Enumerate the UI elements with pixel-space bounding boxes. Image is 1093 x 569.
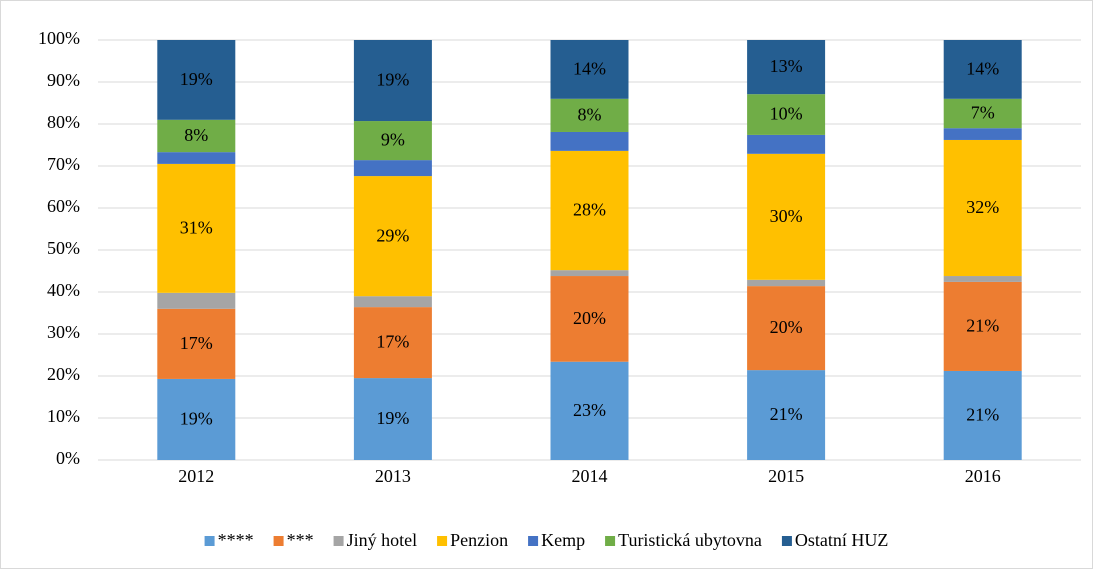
bar-segment — [550, 361, 629, 460]
data-label: 14% — [573, 59, 606, 79]
bar-segment — [943, 370, 1022, 460]
y-tick-label: 100% — [38, 28, 80, 48]
bar-segment — [550, 131, 629, 151]
bar-segment — [353, 378, 432, 460]
bar-segment — [943, 40, 1022, 99]
x-tick-label: 2016 — [965, 466, 1001, 486]
bar-segment — [353, 296, 432, 308]
data-label: 21% — [966, 316, 999, 336]
bar-segment — [943, 276, 1022, 282]
y-tick-label: 60% — [47, 196, 80, 216]
data-label: 17% — [180, 333, 213, 353]
data-label: 17% — [376, 332, 409, 352]
y-tick-label: 10% — [47, 406, 80, 426]
bar-segment — [157, 152, 236, 164]
bar-segment — [550, 276, 629, 362]
legend-swatch — [437, 536, 448, 546]
y-tick-label: 80% — [47, 112, 80, 132]
legend-swatch — [605, 536, 616, 546]
data-label: 20% — [573, 308, 606, 328]
bar-segment — [157, 292, 236, 309]
bar-segment — [157, 308, 236, 379]
bar-segment — [747, 286, 826, 371]
bar-segment — [353, 307, 432, 379]
bar-segment — [353, 160, 432, 177]
legend-label: *** — [287, 530, 314, 550]
data-label: 19% — [376, 408, 409, 428]
data-label: 8% — [578, 105, 602, 125]
data-label: 28% — [573, 200, 606, 220]
data-label: 21% — [770, 404, 803, 424]
bar-segment — [943, 98, 1022, 129]
y-tick-label: 70% — [47, 154, 80, 174]
x-tick-label: 2012 — [178, 466, 214, 486]
bar-segment — [747, 279, 826, 287]
legend-label: **** — [218, 530, 254, 550]
legend-swatch — [781, 536, 792, 546]
data-label: 31% — [180, 217, 213, 237]
data-label: 30% — [770, 206, 803, 226]
bar-segment — [550, 150, 629, 271]
y-tick-label: 30% — [47, 322, 80, 342]
bar-segment — [157, 119, 236, 153]
data-label: 10% — [770, 104, 803, 124]
data-label: 19% — [180, 69, 213, 89]
bar-segment — [747, 370, 826, 460]
legend-label: Ostatní HUZ — [795, 530, 889, 550]
data-label: 32% — [966, 197, 999, 217]
data-label: 7% — [971, 103, 995, 123]
bar-segment — [550, 40, 629, 99]
data-label: 9% — [381, 130, 405, 150]
bar-segment — [157, 163, 236, 293]
legend-swatch — [273, 536, 284, 546]
bar-segment — [550, 98, 629, 132]
legend-swatch — [528, 536, 539, 546]
bar-segment — [353, 121, 432, 161]
data-label: 19% — [376, 70, 409, 90]
legend-label: Kemp — [541, 530, 585, 550]
legend-label: Turistická ubytovna — [618, 530, 762, 550]
legend-label: Penzion — [450, 530, 508, 550]
bar-segment — [747, 94, 826, 135]
bar-segment — [747, 153, 826, 280]
data-label: 20% — [770, 317, 803, 337]
legend-swatch — [204, 536, 215, 546]
data-label: 23% — [573, 400, 606, 420]
x-tick-label: 2015 — [768, 466, 804, 486]
data-label: 29% — [376, 225, 409, 245]
legend-label: Jiný hotel — [347, 530, 418, 550]
bar-segment — [943, 281, 1022, 371]
data-label: 8% — [184, 125, 208, 145]
data-label: 21% — [966, 405, 999, 425]
y-tick-label: 40% — [47, 280, 80, 300]
bar-segment — [353, 40, 432, 122]
bar-segment — [747, 134, 826, 154]
y-tick-label: 20% — [47, 364, 80, 384]
x-tick-label: 2013 — [375, 466, 411, 486]
legend-swatch — [333, 536, 344, 546]
bar-segment — [943, 139, 1022, 277]
data-label: 19% — [180, 409, 213, 429]
data-label: 14% — [966, 59, 999, 79]
y-tick-label: 50% — [47, 238, 80, 258]
bar-segment — [157, 40, 236, 120]
bar-segment — [747, 40, 826, 95]
data-label: 13% — [770, 56, 803, 76]
bar-segment — [353, 176, 432, 297]
y-tick-label: 0% — [56, 448, 80, 468]
bar-segment — [157, 378, 236, 460]
bar-segment — [550, 270, 629, 277]
y-tick-label: 90% — [47, 70, 80, 90]
x-tick-label: 2014 — [572, 466, 608, 486]
bar-segment — [943, 128, 1022, 140]
